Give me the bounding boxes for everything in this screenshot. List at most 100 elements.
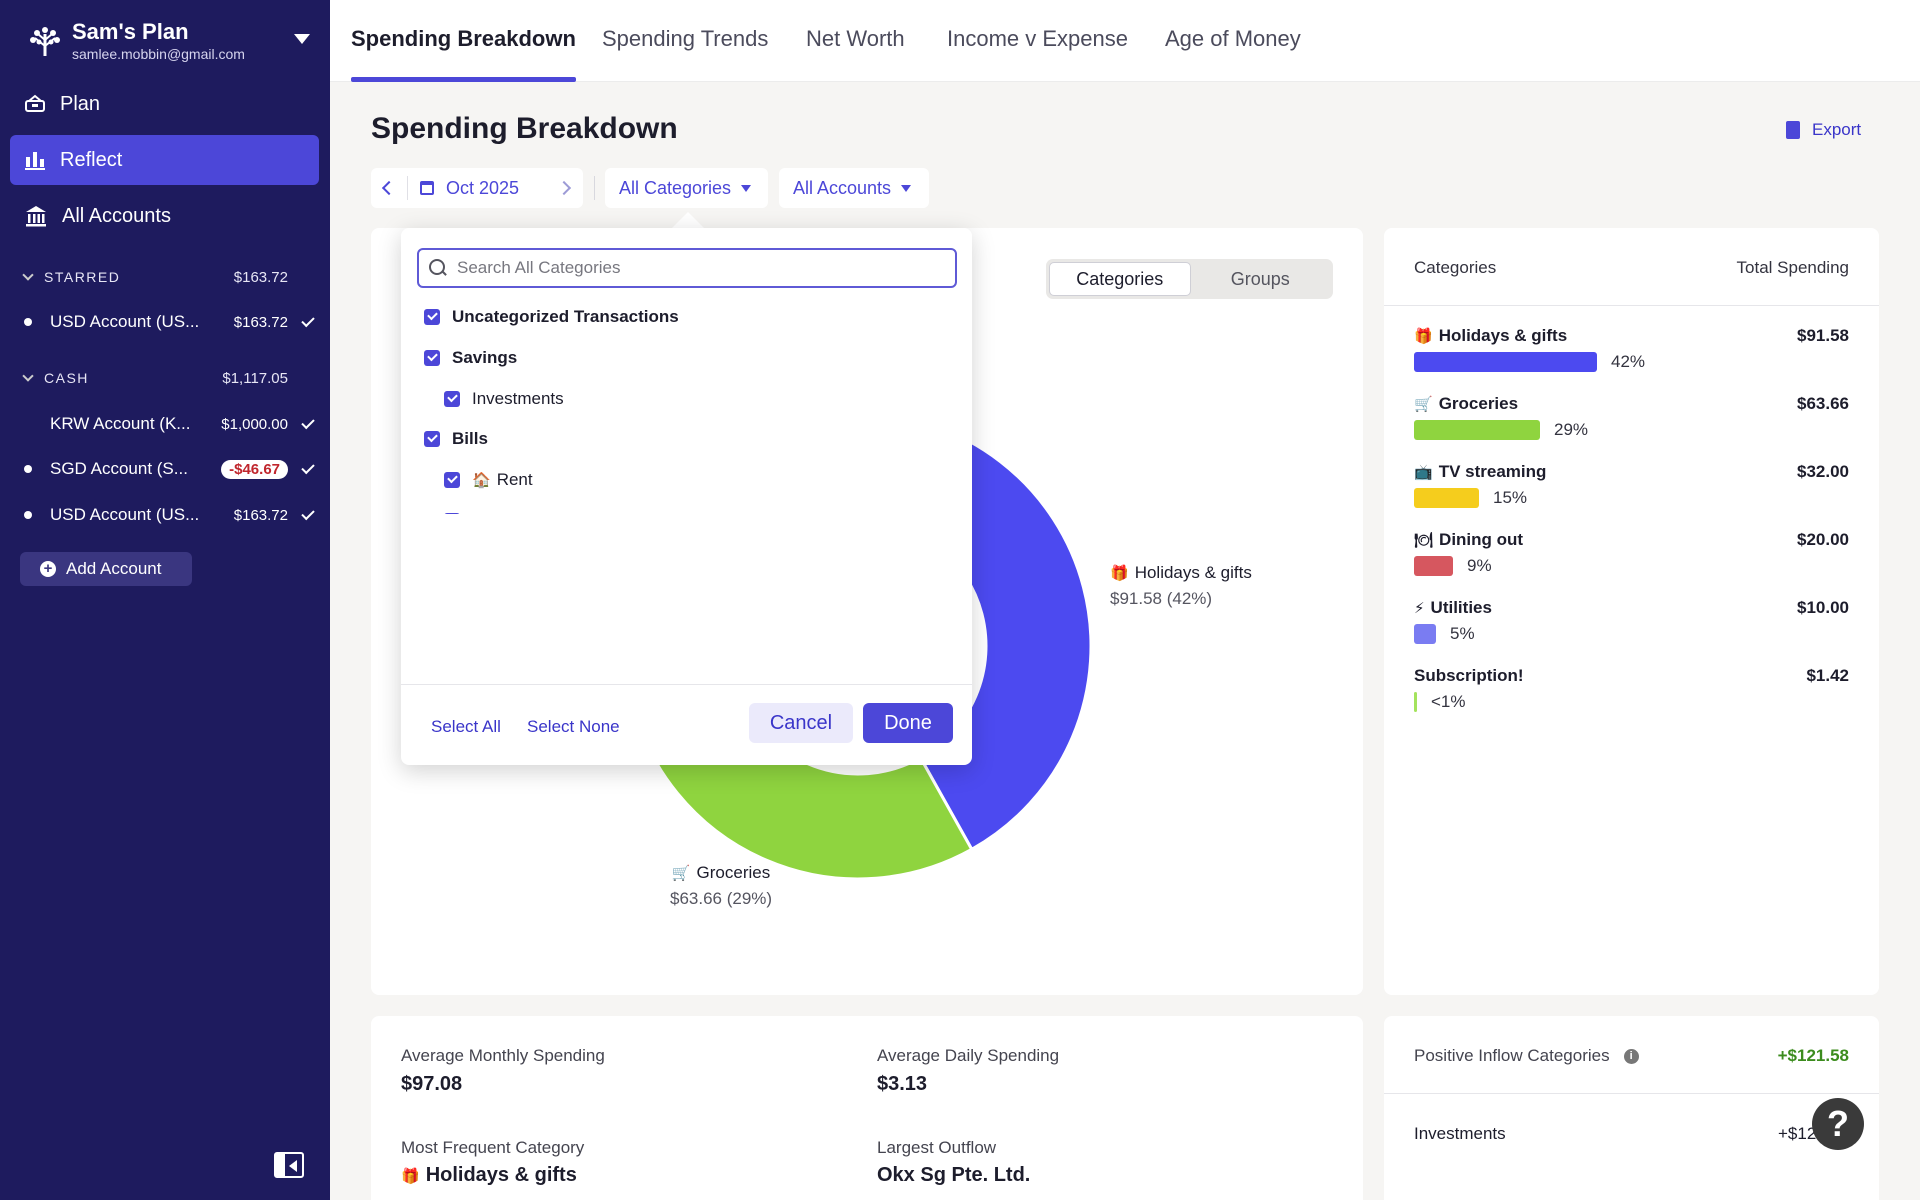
category-amount: $91.58 [1797, 326, 1849, 345]
tree-logo-icon [26, 22, 64, 60]
category-checkbox-row[interactable]: ⚡ Utilities [444, 508, 543, 514]
category-bar [1414, 352, 1597, 372]
checkbox-checked-icon[interactable] [424, 309, 440, 325]
category-percent: 42% [1611, 352, 1646, 371]
select-none-button[interactable]: Select None [527, 717, 620, 736]
nav-all-accounts[interactable]: All Accounts [10, 191, 319, 241]
category-percent: 5% [1450, 624, 1475, 643]
category-breakdown-row[interactable]: ⚡ Utilities $10.00 5% [1414, 598, 1849, 658]
nav-reflect-label: Reflect [60, 148, 123, 171]
category-breakdown-row[interactable]: 🍽 Dining out $20.00 9% [1414, 530, 1849, 590]
caret-down-icon [741, 184, 752, 192]
toggle-categories[interactable]: Categories [1049, 262, 1191, 296]
cash-group-amount: $1,117.05 [222, 369, 288, 387]
done-button[interactable]: Done [863, 703, 953, 743]
toggle-groups[interactable]: Groups [1230, 268, 1290, 289]
nav-all-accounts-label: All Accounts [62, 204, 171, 227]
category-icon: ⚡ [472, 512, 483, 514]
checkbox-checked-icon[interactable] [424, 349, 440, 366]
chevron-left-icon [381, 180, 397, 196]
category-breakdown-row[interactable]: 🎁 Holidays & gifts $91.58 42% [1414, 326, 1849, 386]
cash-group[interactable]: CASH $1,117.05 [22, 366, 314, 390]
category-amount: $63.66 [1797, 394, 1849, 413]
account-row[interactable]: KRW Account (K... $1,000.00 [24, 410, 315, 438]
category-name: Utilities [1430, 598, 1492, 617]
category-checkbox-row[interactable]: Investments [444, 386, 564, 412]
category-amount: $10.00 [1797, 598, 1849, 617]
category-icon: 🎁 [1414, 327, 1433, 345]
category-checkbox-row[interactable]: Savings [424, 345, 517, 371]
chevron-down-icon [22, 370, 34, 382]
checkbox-checked-icon[interactable] [424, 431, 440, 448]
view-toggle: Categories Groups [1046, 259, 1333, 299]
category-name: Groceries [1438, 394, 1519, 413]
plan-icon [25, 94, 45, 112]
tab-spending-trends[interactable]: Spending Trends [602, 26, 769, 51]
category-checkbox-label: Uncategorized Transactions [452, 307, 679, 326]
chevron-down-icon[interactable] [294, 34, 310, 44]
tab-net-worth[interactable]: Net Worth [806, 26, 905, 51]
select-all-button[interactable]: Select All [431, 717, 501, 736]
account-name: SGD Account (S... [50, 459, 188, 478]
nav-plan[interactable]: Plan [10, 79, 319, 129]
category-icon: 🏠 [472, 471, 491, 490]
category-bar [1414, 624, 1436, 644]
donut-label-value: $91.58 (42%) [1110, 589, 1213, 608]
category-checkbox-row[interactable]: Uncategorized Transactions [424, 304, 679, 330]
inflow-card [1384, 1016, 1879, 1200]
account-row[interactable]: USD Account (US... $163.72 [24, 501, 315, 529]
stats-card [371, 1016, 1363, 1200]
checkbox-checked-icon[interactable] [444, 390, 460, 407]
category-breakdown-row[interactable]: Subscription! $1.42 <1% [1414, 666, 1849, 726]
category-amount: $20.00 [1797, 530, 1849, 549]
export-button[interactable]: Export [1786, 120, 1861, 140]
help-button[interactable]: ? [1812, 1098, 1864, 1150]
plan-switcher[interactable]: Sam's Plan samlee.mobbin@gmail.com [26, 16, 316, 66]
category-percent: 9% [1467, 556, 1492, 575]
collapse-sidebar-icon[interactable] [274, 1152, 304, 1178]
accounts-filter[interactable]: All Accounts [779, 168, 929, 208]
checkbox-checked-icon[interactable] [444, 472, 460, 489]
category-search-input[interactable] [457, 258, 937, 278]
next-month-button[interactable] [546, 180, 582, 196]
gift-icon: 🎁 [401, 1167, 420, 1185]
starred-group[interactable]: STARRED $163.72 [22, 265, 314, 289]
category-checkbox-row[interactable]: 🏠 Rent [444, 467, 533, 493]
category-percent: 15% [1493, 488, 1528, 507]
most-frequent-category: Holidays & gifts [425, 1164, 577, 1186]
category-percent: <1% [1431, 692, 1466, 711]
tab-spending-breakdown[interactable]: Spending Breakdown [351, 26, 576, 82]
month-selector: Oct 2025 [371, 168, 583, 208]
categories-filter[interactable]: All Categories [605, 168, 768, 208]
tab-income-v-expense[interactable]: Income v Expense [947, 26, 1128, 51]
category-bar [1414, 692, 1417, 712]
category-percent: 29% [1554, 420, 1589, 439]
tab-age-of-money[interactable]: Age of Money [1165, 26, 1301, 51]
category-breakdown-row[interactable]: 🛒 Groceries $63.66 29% [1414, 394, 1849, 454]
cancel-button[interactable]: Cancel [749, 703, 853, 743]
checkbox-checked-icon[interactable] [444, 513, 460, 514]
account-name: KRW Account (K... [50, 414, 191, 433]
info-icon[interactable]: i [1623, 1048, 1639, 1064]
avg-daily-label: Average Daily Spending [877, 1046, 1060, 1065]
prev-month-button[interactable] [371, 180, 407, 196]
category-checkbox-row[interactable]: Bills [424, 426, 488, 452]
category-amount: $32.00 [1797, 462, 1849, 481]
add-account-button[interactable]: + Add Account [20, 552, 192, 586]
accounts-filter-label: All Accounts [793, 177, 892, 198]
cash-group-label: CASH [44, 370, 89, 386]
categories-header: Categories Total Spending [1414, 258, 1849, 278]
month-picker[interactable]: Oct 2025 [408, 178, 546, 199]
donut-label-name: Groceries [696, 863, 771, 882]
account-row[interactable]: USD Account (US... $163.72 [24, 308, 315, 336]
largest-outflow-label: Largest Outflow [877, 1138, 997, 1157]
nav-reflect[interactable]: Reflect [10, 135, 319, 185]
account-name: USD Account (US... [50, 505, 198, 524]
largest-outflow-value: Okx Sg Pte. Ltd. [877, 1164, 1031, 1186]
category-bar [1414, 488, 1479, 508]
account-row[interactable]: SGD Account (S... -$46.67 [24, 455, 315, 483]
plus-icon: + [40, 561, 56, 577]
category-breakdown-row[interactable]: 📺 TV streaming $32.00 15% [1414, 462, 1849, 522]
category-filter-popup: Uncategorized Transactions Savings Investm… [401, 228, 972, 765]
popup-footer: Select All Select None Cancel Done [401, 684, 972, 765]
